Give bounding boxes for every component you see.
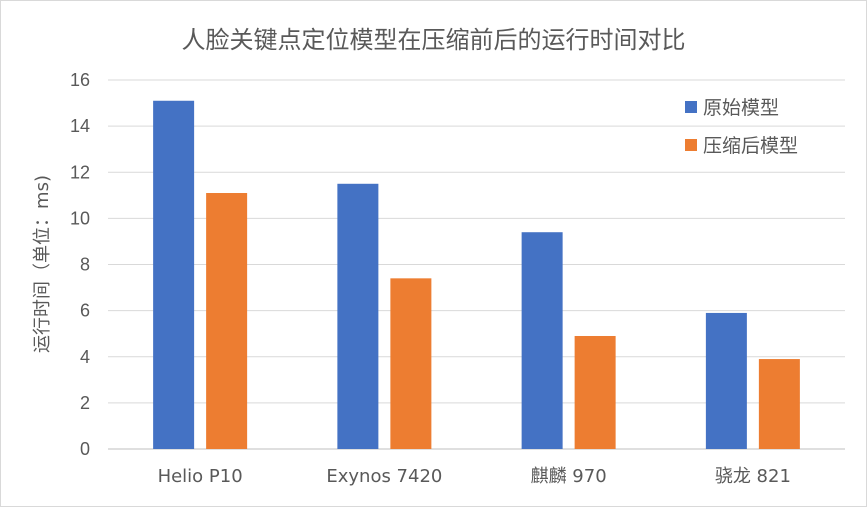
bar-original-1 <box>337 183 379 449</box>
y-tick-label: 16 <box>70 70 90 90</box>
bar-compressed-1 <box>390 278 432 449</box>
bars <box>153 100 800 449</box>
bar-compressed-2 <box>574 335 616 449</box>
bar-original-3 <box>705 312 747 449</box>
legend-label: 压缩后模型 <box>703 135 798 157</box>
bar-original-0 <box>153 100 195 449</box>
x-category-label: Helio P10 <box>158 466 243 487</box>
x-category-label: 麒麟 970 <box>531 466 607 487</box>
legend-swatch <box>685 101 697 113</box>
x-category-labels: Helio P10 Exynos 7420 麒麟 970 骁龙 821 <box>158 466 791 487</box>
y-tick-label: 8 <box>80 255 90 275</box>
y-axis-title: 运行时间（单位：ms) <box>32 175 53 353</box>
y-tick-label: 14 <box>70 116 90 136</box>
y-tick-label: 6 <box>80 301 90 321</box>
y-tick-label: 10 <box>70 208 90 228</box>
legend-label: 原始模型 <box>703 97 779 119</box>
bar-compressed-0 <box>206 193 248 449</box>
y-tick-labels: 0 2 4 6 8 10 12 14 16 <box>70 70 90 459</box>
y-tick-label: 0 <box>80 439 90 459</box>
bar-original-2 <box>521 232 563 449</box>
x-category-label: Exynos 7420 <box>326 466 442 487</box>
chart-title: 人脸关键点定位模型在压缩前后的运行时间对比 <box>181 26 686 54</box>
y-tick-label: 2 <box>80 393 90 413</box>
legend-swatch <box>685 139 697 151</box>
y-tick-label: 4 <box>80 347 90 367</box>
bar-compressed-3 <box>758 359 800 449</box>
y-tick-label: 12 <box>70 162 90 182</box>
x-category-label: 骁龙 821 <box>715 466 791 487</box>
